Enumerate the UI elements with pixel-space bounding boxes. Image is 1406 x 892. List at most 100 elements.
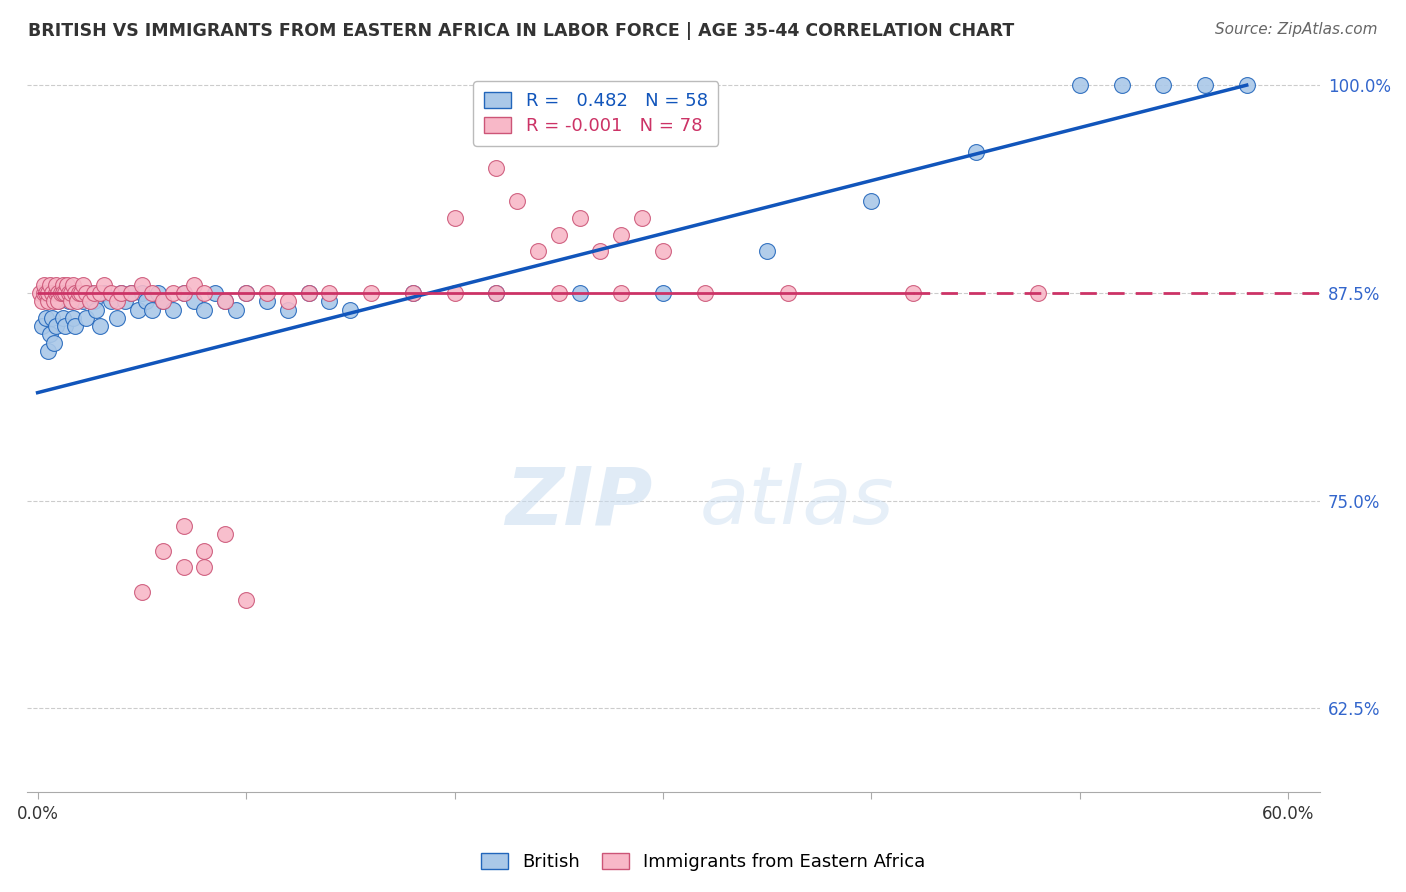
- Point: [901, 285, 924, 300]
- Point: [162, 302, 184, 317]
- Point: [79, 294, 101, 309]
- Point: [67, 285, 90, 300]
- Point: [193, 560, 215, 574]
- Text: BRITISH VS IMMIGRANTS FROM EASTERN AFRICA IN LABOR FORCE | AGE 35-44 CORRELATION: BRITISH VS IMMIGRANTS FROM EASTERN AFRIC…: [28, 22, 1014, 40]
- Legend: R =   0.482   N = 58, R = -0.001   N = 78: R = 0.482 N = 58, R = -0.001 N = 78: [474, 81, 718, 145]
- Point: [93, 277, 115, 292]
- Point: [67, 285, 90, 300]
- Point: [1026, 285, 1049, 300]
- Point: [141, 285, 163, 300]
- Point: [652, 285, 675, 300]
- Point: [193, 543, 215, 558]
- Point: [443, 285, 465, 300]
- Point: [568, 211, 591, 226]
- Point: [631, 211, 654, 226]
- Point: [55, 277, 77, 292]
- Point: [547, 227, 569, 242]
- Point: [965, 145, 987, 159]
- Text: atlas: atlas: [699, 463, 894, 541]
- Point: [778, 285, 800, 300]
- Point: [235, 285, 257, 300]
- Point: [693, 285, 716, 300]
- Point: [35, 310, 58, 325]
- Point: [173, 285, 195, 300]
- Point: [235, 593, 257, 607]
- Text: Source: ZipAtlas.com: Source: ZipAtlas.com: [1215, 22, 1378, 37]
- Point: [89, 285, 111, 300]
- Point: [31, 319, 53, 334]
- Point: [135, 294, 157, 309]
- Point: [402, 285, 425, 300]
- Point: [131, 585, 153, 599]
- Point: [297, 285, 319, 300]
- Point: [547, 285, 569, 300]
- Point: [41, 310, 63, 325]
- Point: [173, 560, 195, 574]
- Point: [485, 285, 508, 300]
- Point: [32, 277, 55, 292]
- Point: [62, 310, 84, 325]
- Point: [59, 294, 82, 309]
- Point: [204, 285, 226, 300]
- Text: ZIP: ZIP: [505, 463, 652, 541]
- Point: [485, 285, 508, 300]
- Point: [127, 302, 149, 317]
- Point: [339, 302, 361, 317]
- Point: [318, 285, 340, 300]
- Point: [39, 327, 62, 342]
- Point: [49, 285, 72, 300]
- Point: [318, 294, 340, 309]
- Point: [1236, 78, 1258, 92]
- Point: [52, 277, 75, 292]
- Point: [120, 285, 142, 300]
- Point: [402, 285, 425, 300]
- Point: [75, 310, 97, 325]
- Point: [110, 285, 132, 300]
- Point: [45, 285, 67, 300]
- Point: [48, 294, 70, 309]
- Point: [58, 294, 80, 309]
- Point: [44, 335, 66, 350]
- Point: [1194, 78, 1216, 92]
- Point: [173, 285, 195, 300]
- Point: [100, 294, 122, 309]
- Point: [214, 294, 236, 309]
- Point: [93, 285, 115, 300]
- Point: [610, 227, 633, 242]
- Point: [66, 294, 89, 309]
- Point: [120, 285, 142, 300]
- Point: [70, 285, 93, 300]
- Point: [45, 319, 67, 334]
- Point: [214, 527, 236, 541]
- Point: [114, 294, 136, 309]
- Point: [83, 285, 105, 300]
- Legend: British, Immigrants from Eastern Africa: British, Immigrants from Eastern Africa: [474, 846, 932, 879]
- Point: [48, 285, 70, 300]
- Point: [1069, 78, 1091, 92]
- Point: [83, 294, 105, 309]
- Point: [45, 277, 67, 292]
- Point: [89, 319, 111, 334]
- Point: [52, 285, 75, 300]
- Point: [506, 194, 529, 209]
- Point: [63, 285, 86, 300]
- Point: [173, 518, 195, 533]
- Point: [72, 277, 94, 292]
- Point: [31, 294, 53, 309]
- Point: [100, 285, 122, 300]
- Point: [235, 285, 257, 300]
- Point: [32, 285, 55, 300]
- Point: [152, 294, 174, 309]
- Point: [256, 294, 278, 309]
- Point: [110, 285, 132, 300]
- Point: [183, 294, 205, 309]
- Point: [485, 161, 508, 176]
- Point: [28, 285, 51, 300]
- Point: [610, 285, 633, 300]
- Point: [84, 302, 107, 317]
- Point: [79, 285, 101, 300]
- Point: [59, 285, 82, 300]
- Point: [860, 194, 883, 209]
- Point: [48, 294, 70, 309]
- Point: [152, 543, 174, 558]
